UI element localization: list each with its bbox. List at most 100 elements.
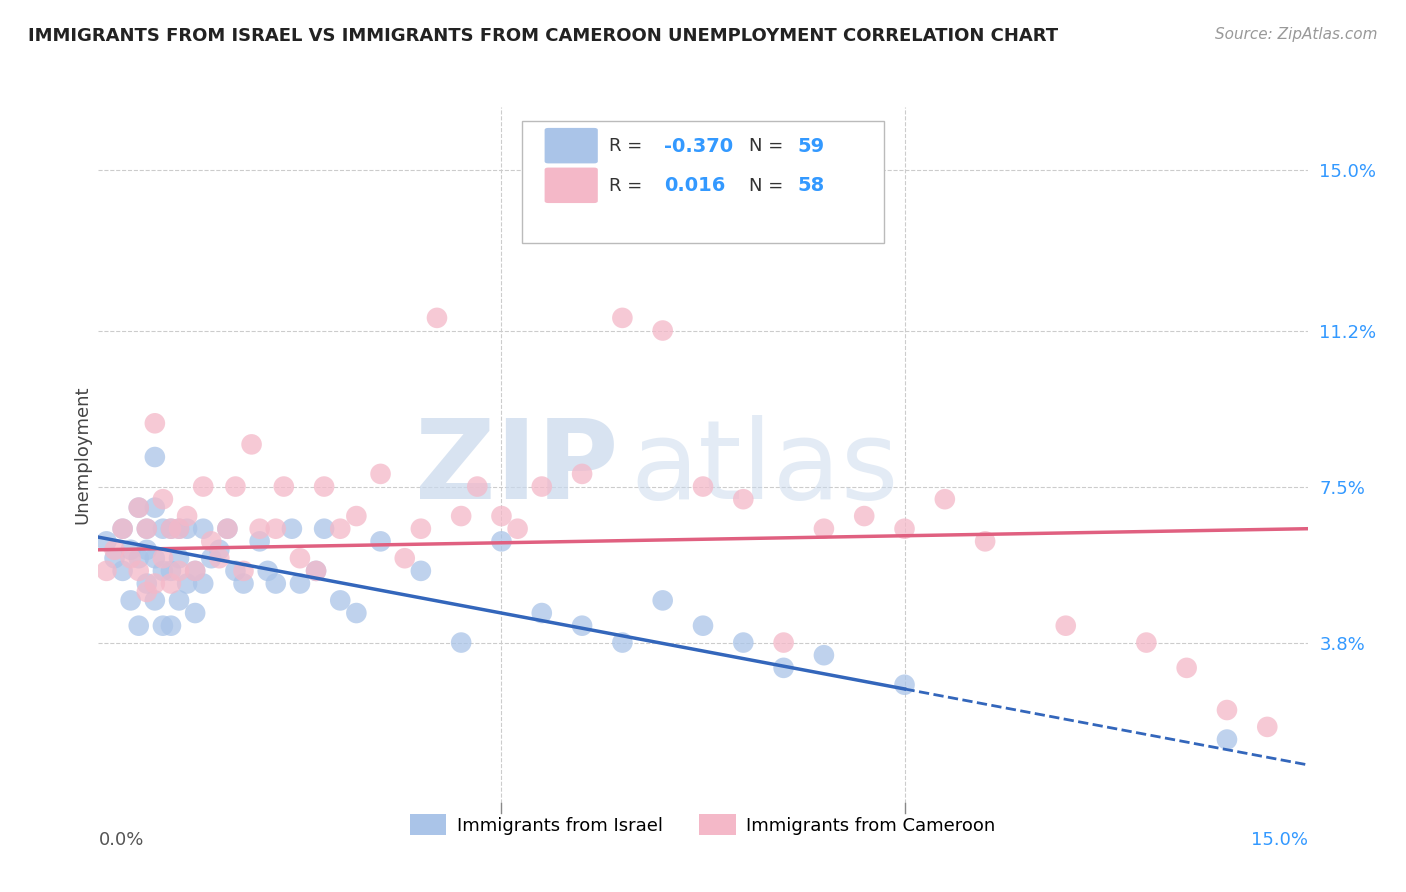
Text: N =: N =	[749, 177, 789, 194]
Point	[152, 492, 174, 507]
Point	[1054, 618, 1077, 632]
Text: 59: 59	[797, 136, 824, 155]
Point	[167, 522, 190, 536]
Point	[426, 310, 449, 325]
Point	[135, 522, 157, 536]
Point	[370, 467, 392, 481]
Point	[370, 534, 392, 549]
Point	[409, 564, 432, 578]
Point	[224, 564, 246, 578]
Point	[103, 551, 125, 566]
Point	[160, 564, 183, 578]
Point	[208, 542, 231, 557]
FancyBboxPatch shape	[544, 128, 598, 163]
Point	[530, 479, 553, 493]
Point	[143, 417, 166, 431]
Text: 58: 58	[797, 176, 824, 195]
Point	[733, 492, 755, 507]
Text: N =: N =	[749, 137, 789, 155]
Point	[184, 564, 207, 578]
Point	[160, 522, 183, 536]
Text: 0.0%: 0.0%	[98, 830, 143, 848]
Point	[193, 576, 215, 591]
Point	[96, 564, 118, 578]
Point	[692, 479, 714, 493]
Text: Source: ZipAtlas.com: Source: ZipAtlas.com	[1215, 27, 1378, 42]
Point	[305, 564, 328, 578]
Point	[232, 576, 254, 591]
Point	[167, 593, 190, 607]
Point	[344, 606, 367, 620]
Text: atlas: atlas	[630, 416, 898, 523]
Point	[128, 618, 150, 632]
Point	[344, 509, 367, 524]
Point	[128, 500, 150, 515]
Point	[200, 551, 222, 566]
Point	[772, 661, 794, 675]
Point	[217, 522, 239, 536]
Point	[506, 522, 529, 536]
Point	[135, 542, 157, 557]
Point	[111, 522, 134, 536]
Point	[184, 564, 207, 578]
Point	[772, 635, 794, 649]
Point	[571, 467, 593, 481]
Point	[1175, 661, 1198, 675]
Point	[409, 522, 432, 536]
Point	[612, 310, 634, 325]
Text: IMMIGRANTS FROM ISRAEL VS IMMIGRANTS FROM CAMEROON UNEMPLOYMENT CORRELATION CHAR: IMMIGRANTS FROM ISRAEL VS IMMIGRANTS FRO…	[28, 27, 1059, 45]
Point	[893, 522, 915, 536]
Point	[128, 500, 150, 515]
FancyBboxPatch shape	[522, 121, 884, 243]
Point	[530, 606, 553, 620]
Point	[1256, 720, 1278, 734]
Point	[143, 593, 166, 607]
Text: R =: R =	[609, 137, 648, 155]
Point	[152, 551, 174, 566]
Point	[167, 522, 190, 536]
Text: -0.370: -0.370	[664, 136, 734, 155]
Point	[176, 522, 198, 536]
Point	[288, 576, 311, 591]
Point	[612, 635, 634, 649]
Point	[394, 551, 416, 566]
Point	[893, 678, 915, 692]
Point	[184, 606, 207, 620]
Point	[135, 585, 157, 599]
Point	[135, 522, 157, 536]
Point	[264, 576, 287, 591]
Point	[491, 509, 513, 524]
Point	[273, 479, 295, 493]
Point	[111, 522, 134, 536]
Point	[160, 576, 183, 591]
Point	[450, 635, 472, 649]
Point	[934, 492, 956, 507]
Text: 15.0%: 15.0%	[1250, 830, 1308, 848]
Point	[329, 522, 352, 536]
Point	[111, 564, 134, 578]
Point	[853, 509, 876, 524]
Point	[143, 576, 166, 591]
Point	[314, 479, 336, 493]
Point	[217, 522, 239, 536]
Point	[692, 618, 714, 632]
Point	[152, 618, 174, 632]
Point	[240, 437, 263, 451]
Point	[193, 479, 215, 493]
Point	[143, 500, 166, 515]
Point	[305, 564, 328, 578]
Text: ZIP: ZIP	[415, 416, 619, 523]
Point	[143, 450, 166, 464]
Point	[200, 534, 222, 549]
Point	[491, 534, 513, 549]
Point	[288, 551, 311, 566]
Point	[651, 324, 673, 338]
Point	[465, 479, 488, 493]
Text: 0.016: 0.016	[664, 176, 725, 195]
Point	[571, 618, 593, 632]
Point	[128, 551, 150, 566]
Point	[143, 551, 166, 566]
Point	[249, 522, 271, 536]
Point	[1216, 732, 1239, 747]
Point	[813, 522, 835, 536]
